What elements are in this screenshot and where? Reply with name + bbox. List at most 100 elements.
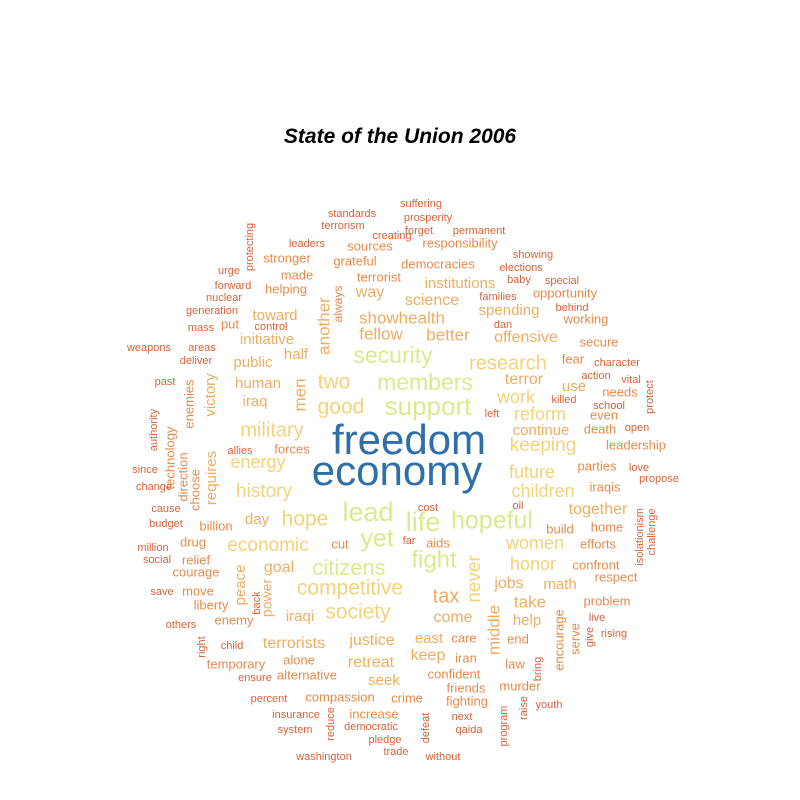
word-democracies: democracies	[401, 256, 475, 271]
word-responsibility: responsibility	[422, 235, 498, 250]
word-military: military	[240, 419, 303, 441]
word-efforts: efforts	[580, 536, 616, 551]
word-yet: yet	[360, 525, 393, 553]
word-crime: crime	[391, 690, 423, 705]
word-sources: sources	[347, 238, 393, 253]
word-pledge: pledge	[368, 734, 401, 746]
word-propose: propose	[639, 473, 679, 485]
word-always: always	[331, 286, 345, 323]
word-end: end	[507, 631, 529, 646]
word-authority: authority	[148, 408, 160, 451]
word-respect: respect	[595, 569, 638, 584]
word-initiative: initiative	[240, 331, 294, 348]
word-support: support	[385, 391, 472, 421]
word-two: two	[318, 371, 351, 394]
word-justice: justice	[348, 632, 394, 649]
word-ensure: ensure	[238, 672, 272, 684]
word-retreat: retreat	[348, 654, 395, 671]
word-left: left	[485, 408, 500, 420]
word-keep: keep	[411, 647, 446, 664]
word-character: character	[594, 357, 640, 369]
word-cut: cut	[331, 536, 349, 551]
word-society: society	[325, 601, 391, 624]
word-protect: protect	[644, 380, 656, 414]
word-energy: energy	[230, 452, 285, 472]
word-give: give	[584, 627, 596, 647]
word-youth: youth	[536, 699, 563, 711]
word-hope: hope	[282, 508, 329, 531]
word-drug: drug	[180, 534, 206, 549]
word-honor: honor	[510, 554, 556, 574]
word-terrorist: terrorist	[357, 269, 401, 284]
word-million: million	[137, 542, 168, 554]
word-forces: forces	[274, 441, 310, 456]
word-forward: forward	[215, 280, 252, 292]
word-public: public	[233, 354, 273, 371]
word-math: math	[543, 576, 576, 593]
word-permanent: permanent	[453, 225, 506, 237]
word-oil: oil	[512, 500, 523, 512]
word-women: women	[505, 533, 564, 553]
word-showing: showing	[513, 249, 553, 261]
word-system: system	[278, 724, 313, 736]
word-history: history	[236, 481, 292, 502]
word-cause: cause	[151, 503, 180, 515]
word-seek: seek	[368, 672, 400, 689]
word-working: working	[563, 311, 609, 326]
word-terror: terror	[505, 371, 544, 388]
word-requires: requires	[203, 451, 220, 505]
word-democratic: democratic	[344, 721, 398, 733]
word-research: research	[469, 352, 547, 374]
word-save: save	[150, 586, 173, 598]
word-behind: behind	[555, 302, 588, 314]
word-forget: forget	[405, 225, 433, 237]
word-children: children	[511, 481, 574, 501]
word-confident: confident	[428, 666, 481, 681]
word-made: made	[281, 267, 314, 282]
word-put: put	[221, 316, 239, 331]
word-freedom: freedom	[332, 416, 486, 463]
word-percent: percent	[251, 693, 288, 705]
word-raise: raise	[518, 696, 530, 720]
word-social: social	[143, 554, 171, 566]
word-next: next	[452, 711, 473, 723]
word-leadership: leadership	[606, 437, 666, 452]
word-terrorists: terrorists	[263, 635, 325, 652]
word-death: death	[584, 421, 617, 436]
word-generation: generation	[186, 305, 238, 317]
word-iran: iran	[455, 650, 477, 665]
word-dan: dan	[494, 319, 512, 331]
word-competitive: competitive	[297, 577, 403, 600]
word-rising: rising	[601, 628, 627, 640]
word-enemy: enemy	[214, 612, 254, 627]
word-care: care	[451, 630, 476, 645]
word-qaida: qaida	[456, 724, 484, 736]
word-school: school	[593, 400, 625, 412]
word-law: law	[505, 656, 525, 671]
word-life: life	[406, 507, 441, 537]
word-fighting: fighting	[446, 693, 488, 708]
chart-title: State of the Union 2006	[283, 125, 517, 148]
word-security: security	[353, 342, 433, 368]
word-terrorism: terrorism	[321, 220, 364, 232]
word-program: program	[498, 706, 510, 747]
word-helping: helping	[265, 281, 307, 296]
word-continue: continue	[513, 422, 570, 439]
word-secure: secure	[579, 334, 618, 349]
word-fear: fear	[562, 351, 585, 366]
word-iraq: iraq	[242, 393, 267, 410]
word-iraqi: iraqi	[286, 608, 314, 625]
word-elections: elections	[499, 262, 543, 274]
word-opportunity: opportunity	[533, 285, 598, 300]
word-special: special	[545, 275, 579, 287]
word-child: child	[221, 640, 244, 652]
word-relief: relief	[182, 552, 211, 567]
word-stronger: stronger	[263, 250, 311, 265]
word-choose: choose	[187, 469, 202, 511]
word-alone: alone	[283, 652, 315, 667]
word-vital: vital	[621, 374, 641, 386]
word-serve: serve	[567, 623, 582, 655]
word-change: change	[136, 481, 172, 493]
